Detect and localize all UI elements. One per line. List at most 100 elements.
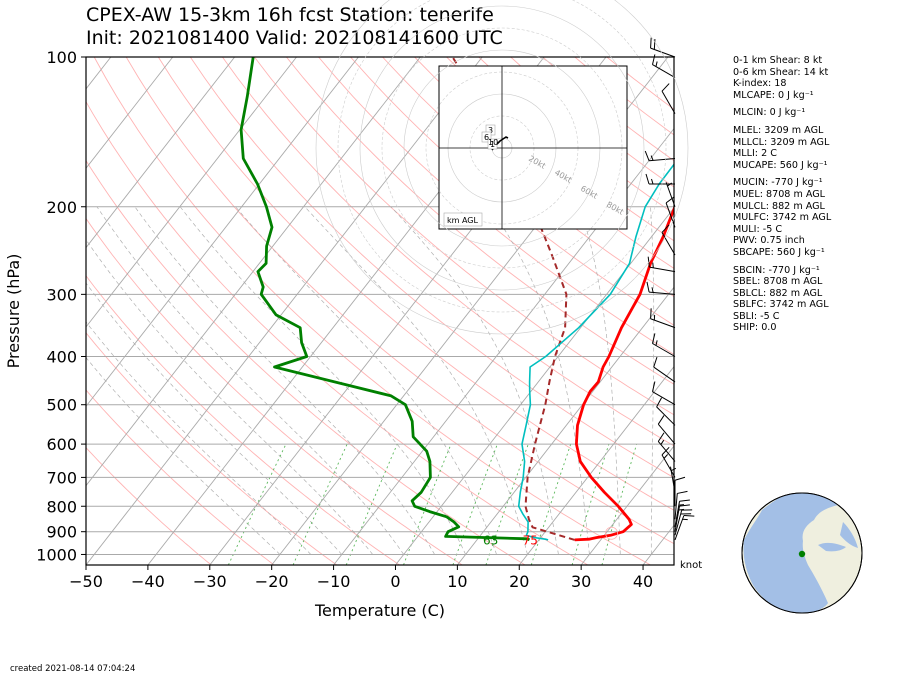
stat-k-index: K-index: 18 [733, 78, 787, 90]
wind-barb [674, 515, 695, 541]
x-tick-label: 0 [390, 572, 400, 591]
hodograph-ring [315, 0, 689, 335]
y-tick-label: 1000 [36, 545, 77, 564]
y-tick-label: 900 [46, 523, 77, 542]
mixing-ratio-line [452, 443, 498, 565]
parcel-path-line [451, 57, 575, 541]
dry-adiabat-line [93, 57, 651, 565]
dry-adiabat-line [414, 57, 674, 270]
isotherm-line [580, 445, 674, 565]
stat-sbcin: SBCIN: -770 J kg⁻¹ [733, 264, 820, 276]
stat-mulfc: MULFC: 3742 m AGL [733, 212, 832, 224]
dry-adiabat-line [350, 57, 674, 326]
mixing-ratio-line [571, 443, 610, 565]
y-tick-label: 600 [46, 435, 77, 454]
wind-barb [657, 415, 676, 445]
mixing-ratio-line [530, 443, 572, 565]
stat-mucin: MUCIN: -770 J kg⁻¹ [733, 177, 823, 189]
isotherm-line [86, 57, 421, 487]
x-axis-label: Temperature (C) [314, 601, 445, 620]
surface-value-label: 63 [483, 534, 498, 548]
stat-mucape: MUCAPE: 560 J kg⁻¹ [733, 159, 828, 171]
moist-adiabat-line [304, 206, 528, 555]
hodograph-height-label: 10 [488, 138, 498, 147]
dry-adiabat-line [189, 57, 674, 479]
chart-title-line1: CPEX-AW 15-3km 16h fcst Station: tenerif… [86, 4, 494, 26]
x-tick-label: −20 [255, 572, 289, 591]
isotherm-line [86, 57, 236, 249]
wind-barb [653, 356, 676, 383]
y-tick-label: 800 [46, 497, 77, 516]
moist-adiabat-line [489, 206, 590, 555]
stat-sbcape: SBCAPE: 560 J kg⁻¹ [733, 246, 825, 258]
moist-adiabat-line [650, 206, 655, 555]
mixing-ratio-line [601, 443, 638, 565]
hodograph-height-label: 6 [484, 133, 489, 142]
stat-mlel: MLEL: 3209 m AGL [733, 124, 824, 136]
stat-mulcl: MULCL: 882 m AGL [733, 200, 825, 212]
dry-adiabat-line [86, 217, 463, 565]
plot-frame [85, 56, 675, 566]
locator-globe [741, 492, 863, 614]
y-axis-label: Pressure (hPa) [4, 254, 23, 369]
hodograph-ring [359, 5, 645, 291]
dry-adiabat-line [86, 159, 526, 565]
dry-adiabat-line [86, 275, 400, 565]
hodograph-ring [337, 0, 667, 313]
isotherm-line [518, 365, 674, 565]
stat-muel: MUEL: 8708 m AGL [733, 188, 826, 200]
isotherm-line [86, 57, 174, 169]
y-tick-label: 400 [46, 348, 77, 367]
x-tick-label: 10 [447, 572, 467, 591]
moist-adiabat-line [86, 321, 312, 555]
dry-adiabat-line [318, 57, 674, 356]
stat-mlcape: MLCAPE: 0 J kg⁻¹ [733, 89, 814, 101]
stat-mllcl: MLLCL: 3209 m AGL [733, 136, 830, 148]
y-tick-label: 200 [46, 198, 77, 217]
wind-barb [656, 397, 676, 426]
dry-adiabat-line [86, 389, 275, 565]
surface-value-label: 75 [523, 534, 538, 548]
moist-adiabat-line [96, 206, 404, 555]
mixing-ratio-line [227, 443, 287, 565]
moist-adiabat-line [390, 206, 559, 555]
stat-pwv: PWV: 0.75 inch [733, 235, 805, 247]
wind-barb [644, 150, 676, 162]
moist-adiabat-line [579, 206, 621, 555]
wind-barb [657, 432, 676, 462]
dry-adiabat-line [157, 57, 674, 511]
wind-barb [674, 499, 690, 527]
wind-barb [674, 509, 693, 536]
isotherm-line [86, 57, 359, 408]
stat-sbel: SBEL: 8708 m AGL [733, 276, 823, 288]
wind-barb [674, 490, 688, 520]
wind-unit-label: knot [680, 560, 703, 571]
mixing-ratio-line [485, 443, 529, 565]
dry-adiabat-line [382, 57, 674, 298]
sounding-indices-panel: 0-1 km Shear: 8 kt 0-6 km Shear: 14 kt K… [733, 55, 831, 334]
stat-ship: SHIP: 0.0 [733, 322, 777, 334]
x-tick-label: 20 [509, 572, 529, 591]
mixing-ratio-line [345, 443, 398, 565]
stat-sbli: SBLI: -5 C [733, 310, 780, 322]
dry-adiabat-line [86, 332, 337, 565]
y-tick-label: 100 [46, 48, 77, 67]
moist-adiabat-line [134, 206, 435, 555]
stat-mlcin: MLCIN: 0 J kg⁻¹ [733, 107, 806, 119]
x-tick-label: −50 [69, 572, 103, 591]
dry-adiabat-line [222, 57, 674, 447]
x-tick-label: 30 [571, 572, 591, 591]
stat-sblfc: SBLFC: 3742 m AGL [733, 299, 829, 311]
temperature-profile-line [574, 205, 674, 542]
wind-barb [651, 333, 676, 357]
x-tick-label: −10 [317, 572, 351, 591]
wind-barb [674, 476, 686, 507]
mixing-ratio-line [292, 443, 348, 565]
wind-barb [661, 224, 676, 256]
stat-mlli: MLLI: 2 C [733, 148, 777, 160]
chart-title-line2: Init: 2021081400 Valid: 202108141600 UTC [86, 27, 503, 49]
created-timestamp: created 2021-08-14 07:04:24 [10, 664, 136, 674]
isotherm-line [333, 127, 674, 565]
hodograph-height-label: 3 [488, 126, 493, 135]
